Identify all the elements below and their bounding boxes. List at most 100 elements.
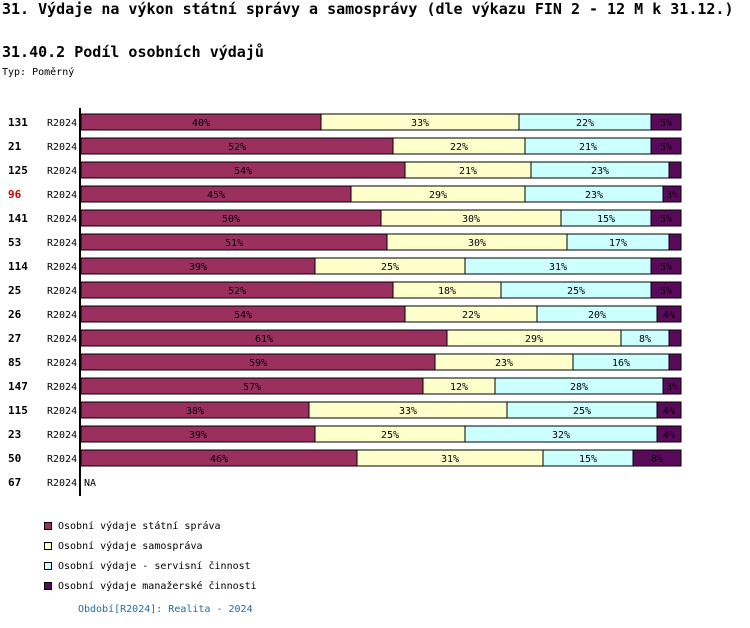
bar-value-label: 54%	[234, 310, 252, 321]
bar-segment	[668, 353, 682, 371]
bar-value-label: 46%	[210, 454, 228, 465]
row-id-label: 114	[8, 260, 28, 273]
row-period-label: R2024	[47, 118, 77, 129]
bar-value-label: 23%	[585, 190, 603, 201]
bar-value-label: 25%	[567, 286, 585, 297]
bar-value-label: 25%	[381, 430, 399, 441]
bar-value-label: 38%	[186, 406, 204, 417]
row-period-label: R2024	[47, 478, 77, 489]
legend-label: Osobní výdaje samospráva	[58, 540, 203, 552]
bar-value-label: 18%	[438, 286, 456, 297]
bar-value-label: 57%	[243, 382, 261, 393]
bar-value-label: 30%	[468, 238, 486, 249]
bar-value-label: 5%	[660, 142, 672, 153]
row-period-label: R2024	[47, 262, 77, 273]
row-period-label: R2024	[47, 406, 77, 417]
bar-segment	[632, 449, 682, 467]
row-period-label: R2024	[47, 358, 77, 369]
bar-value-label: 61%	[255, 334, 273, 345]
bar-segment	[650, 137, 682, 155]
bar-value-label: 32%	[552, 430, 570, 441]
chart-title: 31. Výdaje na výkon státní správy a samo…	[2, 0, 734, 18]
legend-label: Osobní výdaje státní správa	[58, 520, 221, 532]
legend-swatch	[44, 582, 52, 590]
bar-value-label: 54%	[234, 166, 252, 177]
bar-value-label: 16%	[612, 358, 630, 369]
legend: Osobní výdaje státní správa Osobní výdaje…	[44, 516, 257, 596]
bar-segment	[656, 305, 682, 323]
bar-value-label: 51%	[225, 238, 243, 249]
bar-value-label: 3%	[666, 190, 678, 201]
legend-label: Osobní výdaje manažerské činnosti	[58, 580, 257, 592]
bar-value-label: 31%	[549, 262, 567, 273]
legend-swatch	[44, 562, 52, 570]
row-id-label: 96	[8, 188, 22, 201]
stacked-bar-chart: 131 R2024 40% 33% 22% 5% 21 R2024 52% 22% 21% 5% 125…	[8, 108, 682, 496]
bar-segment	[656, 401, 682, 419]
bar-value-label: 17%	[609, 238, 627, 249]
legend-swatch	[44, 522, 52, 530]
row-id-label: 53	[8, 236, 21, 249]
bar-value-label: 25%	[573, 406, 591, 417]
row-id-label: 125	[8, 164, 28, 177]
row-id-label: 27	[8, 332, 21, 345]
bar-value-label: 4%	[663, 430, 675, 441]
row-period-label: R2024	[47, 382, 77, 393]
bar-value-label: 50%	[222, 214, 240, 225]
bar-value-label: 8%	[639, 334, 651, 345]
bar-value-label: 22%	[462, 310, 480, 321]
bar-value-label: 52%	[228, 142, 246, 153]
row-period-label: R2024	[47, 454, 77, 465]
bar-value-label: 5%	[660, 262, 672, 273]
row-id-label: 50	[8, 452, 21, 465]
bar-value-label: 33%	[399, 406, 417, 417]
bar-segment	[650, 281, 682, 299]
bar-segment	[668, 329, 682, 347]
legend-item: Osobní výdaje státní správa	[44, 516, 257, 536]
chart-subtitle: 31.40.2 Podíl osobních výdajů	[2, 43, 264, 61]
row-period-label: R2024	[47, 238, 77, 249]
legend-item: Osobní výdaje samospráva	[44, 536, 257, 556]
legend-item: Osobní výdaje manažerské činnosti	[44, 576, 257, 596]
bar-value-label: 23%	[591, 166, 609, 177]
row-period-label: R2024	[47, 214, 77, 225]
bar-segment	[650, 113, 682, 131]
bar-segment	[650, 209, 682, 227]
bar-value-label: 29%	[429, 190, 447, 201]
row-id-label: 67	[8, 476, 21, 489]
row-period-label: R2024	[47, 286, 77, 297]
bar-segment	[650, 257, 682, 275]
bar-value-label: 29%	[525, 334, 543, 345]
bar-value-label: 52%	[228, 286, 246, 297]
bar-value-label: 33%	[411, 118, 429, 129]
chart-type-label: Typ: Poměrný	[2, 67, 75, 78]
row-period-label: R2024	[47, 430, 77, 441]
bar-value-label: 39%	[189, 262, 207, 273]
bar-value-label: 5%	[660, 118, 672, 129]
bar-value-label: 25%	[381, 262, 399, 273]
bar-value-label: 8%	[651, 454, 663, 465]
bar-value-label: 40%	[192, 118, 210, 129]
row-id-label: 23	[8, 428, 21, 441]
bar-value-label: 59%	[249, 358, 267, 369]
bar-value-label: 15%	[579, 454, 597, 465]
bar-value-label: 15%	[597, 214, 615, 225]
bar-segment	[656, 425, 682, 443]
bar-value-label: 21%	[459, 166, 477, 177]
row-id-label: 25	[8, 284, 21, 297]
bar-value-label: 39%	[189, 430, 207, 441]
bar-value-label: 28%	[570, 382, 588, 393]
legend-label: Osobní výdaje - servisní činnost	[58, 560, 251, 572]
bar-value-label: 4%	[663, 406, 675, 417]
bar-segment	[668, 233, 682, 251]
row-id-label: 85	[8, 356, 21, 369]
bar-value-label: 12%	[450, 382, 468, 393]
bar-value-label: 5%	[660, 214, 672, 225]
row-period-label: R2024	[47, 166, 77, 177]
bar-segment	[662, 185, 682, 203]
row-period-label: R2024	[47, 190, 77, 201]
row-id-label: 131	[8, 116, 28, 129]
period-footer: Období[R2024]: Realita - 2024	[78, 604, 253, 615]
row-period-label: R2024	[47, 310, 77, 321]
bar-value-label: 4%	[663, 310, 675, 321]
